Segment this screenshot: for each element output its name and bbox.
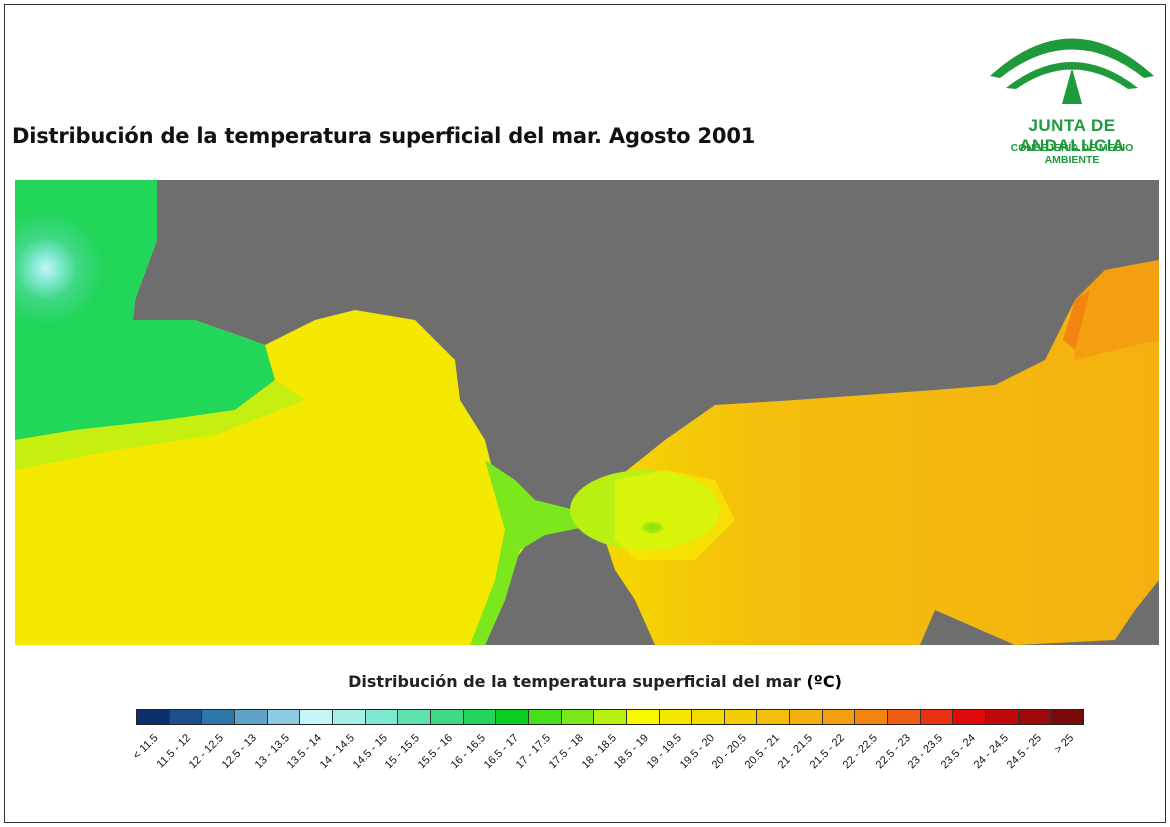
sea-surface-temperature-map	[15, 180, 1159, 645]
color-swatch	[365, 710, 399, 724]
color-scale-label: 18.5 - 19	[611, 732, 652, 772]
page-frame	[4, 4, 1166, 823]
color-swatch	[528, 710, 562, 724]
color-scale-label: 22.5 - 23	[873, 732, 913, 772]
color-scale-label: 21.5 - 22	[808, 732, 848, 772]
color-swatch	[659, 710, 693, 724]
color-scale-label: 17 - 17.5	[513, 732, 554, 772]
color-scale-label: 15 - 15.5	[383, 732, 423, 772]
color-swatch	[463, 710, 497, 724]
color-scale-label: 17.5 - 18	[546, 732, 586, 772]
color-swatch	[1018, 710, 1052, 724]
logo-subtitle: CONSEJERÍA DE MEDIO AMBIENTE	[1010, 142, 1134, 166]
color-swatch	[790, 710, 823, 724]
color-scale-label: 11.5 - 12	[154, 732, 194, 771]
color-swatch	[398, 710, 431, 724]
color-swatch	[626, 710, 660, 724]
color-swatch	[757, 710, 791, 724]
color-swatch	[1051, 710, 1084, 724]
legend-title: Distribución de la temperatura superfici…	[0, 672, 1170, 691]
color-swatch	[855, 710, 889, 724]
color-swatch	[822, 710, 856, 724]
color-scale-label: 21 - 21.5	[775, 732, 815, 772]
color-swatch	[300, 710, 333, 724]
map-title: Distribución de la temperatura superfici…	[12, 124, 756, 148]
color-scale-label: 13.5 - 14	[285, 732, 325, 772]
logo-name: JUNTA DE ANDALUCIA	[1019, 116, 1125, 155]
color-scale-label: 19 - 19.5	[644, 732, 684, 772]
color-swatch	[888, 710, 921, 724]
color-scale-bar	[136, 709, 1084, 725]
color-scale-label: 20 - 20.5	[710, 732, 750, 772]
color-scale-label: 15.5 - 16	[415, 732, 456, 772]
color-scale-label: 18 - 18.5	[579, 732, 619, 772]
color-scale-label: 12.5 - 13	[219, 732, 259, 772]
color-swatch	[169, 710, 203, 724]
atlantic-sea	[15, 180, 535, 645]
logo-emblem-icon	[990, 38, 1154, 104]
color-scale-label: 24 - 24.5	[971, 732, 1011, 772]
color-swatch	[332, 710, 366, 724]
color-scale-label: 14 - 14.5	[317, 732, 357, 772]
legend-title-text: Distribución de la temperatura superfici…	[348, 672, 801, 691]
color-scale-label: 14.5 - 15	[350, 732, 390, 772]
color-scale-label: 19.5 - 20	[677, 732, 717, 772]
color-scale-label: 13 - 13.5	[252, 732, 292, 772]
color-scale-label: 12 - 12.5	[187, 732, 227, 772]
color-swatch	[137, 710, 170, 724]
junta-de-andalucia-logo: JUNTA DE ANDALUCIA CONSEJERÍA DE MEDIO A…	[982, 16, 1162, 166]
color-swatch	[496, 710, 529, 724]
color-scale-label: 23.5 - 24	[938, 732, 979, 772]
color-scale-label: 20.5 - 21	[742, 732, 782, 772]
color-scale-label: < 11.5	[131, 732, 161, 762]
color-swatch	[430, 710, 464, 724]
color-swatch	[594, 710, 627, 724]
color-scale-label: > 25	[1052, 732, 1077, 756]
color-scale-label: 22 - 22.5	[840, 732, 881, 772]
color-swatch	[561, 710, 595, 724]
color-swatch	[234, 710, 268, 724]
color-swatch	[953, 710, 987, 724]
color-swatch	[920, 710, 954, 724]
color-swatch	[986, 710, 1019, 724]
color-scale-labels: < 11.5 11.5 - 12 12 - 12.5 12.5 - 13 13 - 13…	[131, 728, 1084, 788]
color-swatch	[202, 710, 235, 724]
color-scale-label: 16 - 16.5	[448, 732, 488, 772]
color-swatch	[692, 710, 725, 724]
color-scale-label: 16.5 - 17	[481, 732, 521, 772]
color-swatch	[724, 710, 758, 724]
color-scale-label: 24.5 - 25	[1004, 732, 1044, 772]
mediterranean-sea	[585, 260, 1159, 645]
color-scale-label: 23 - 23.5	[906, 732, 946, 772]
color-swatch	[267, 710, 301, 724]
upwelling-zone	[15, 180, 275, 440]
legend-unit: (ºC)	[806, 672, 842, 691]
